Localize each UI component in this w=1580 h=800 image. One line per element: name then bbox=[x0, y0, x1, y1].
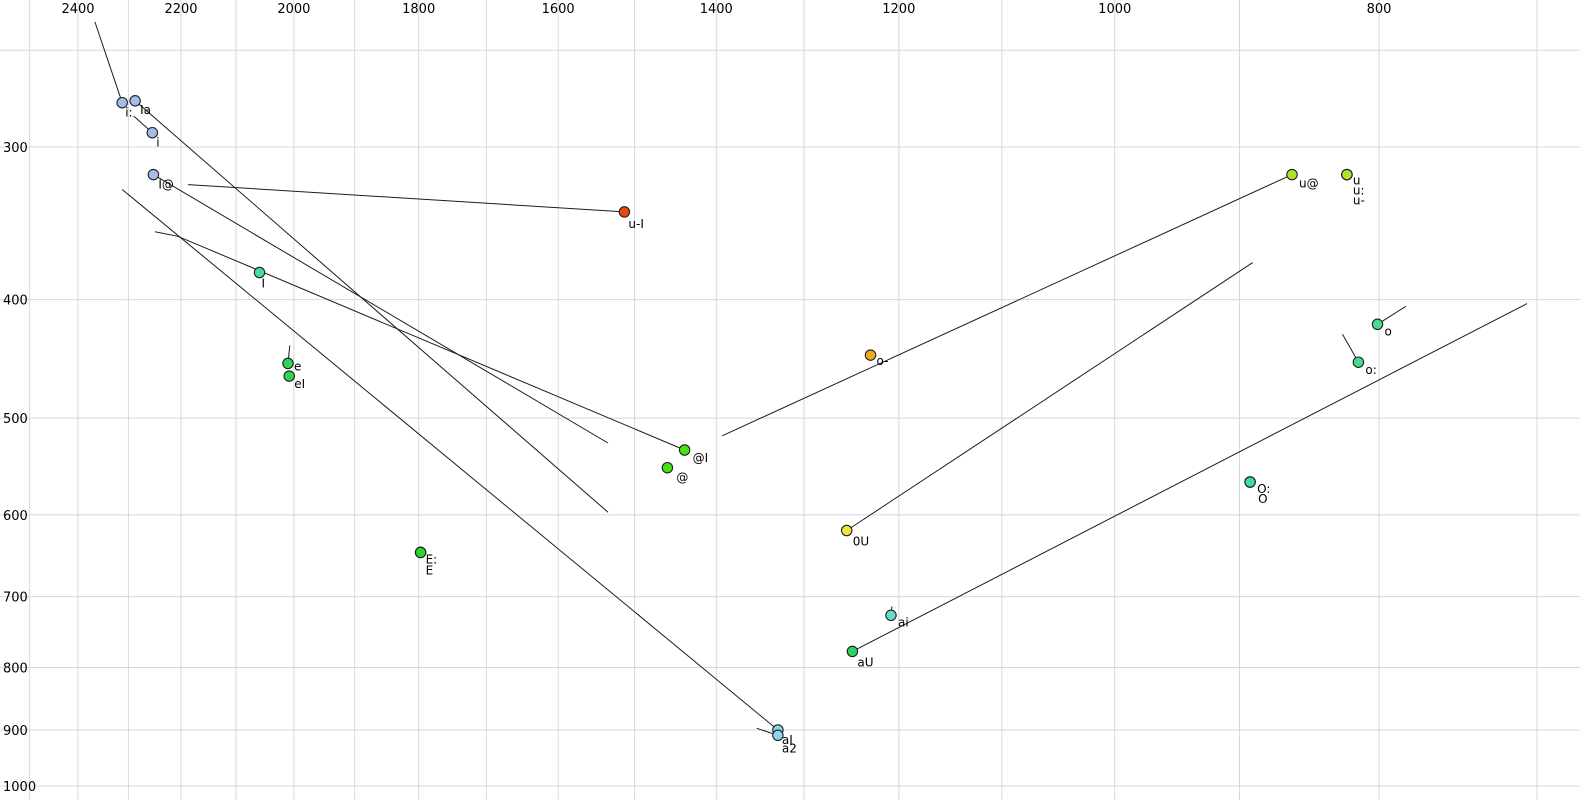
vowel-point-E[interactable] bbox=[414, 546, 427, 559]
vowel-label-u: u bbox=[1353, 174, 1361, 188]
vowel-point-atI[interactable] bbox=[678, 444, 691, 456]
x-tick-label-1400: 1400 bbox=[700, 2, 733, 17]
vowel-point-olong[interactable] bbox=[1352, 356, 1365, 368]
trajectory-ilong bbox=[94, 21, 123, 103]
vowel-label-odash: o- bbox=[877, 354, 889, 368]
vowel-label-at: @ bbox=[676, 471, 688, 485]
vowel-label-i: i bbox=[156, 136, 159, 150]
vowel-point-eI[interactable] bbox=[283, 370, 295, 382]
vowel-point-udashI[interactable] bbox=[618, 206, 631, 218]
vowel-point-uat[interactable] bbox=[1286, 168, 1298, 181]
vowel-label-udash: u- bbox=[1353, 194, 1365, 208]
vowel-label-ulong: u: bbox=[1353, 184, 1365, 198]
vowel-point-aU[interactable] bbox=[846, 645, 859, 658]
vowel-point-odash[interactable] bbox=[864, 349, 877, 361]
vowel-label-uat: u@ bbox=[1299, 177, 1319, 191]
vowel-label-udashI: u-I bbox=[628, 217, 643, 231]
trajectory-Iat bbox=[153, 174, 609, 444]
x-tick-label-1200: 1200 bbox=[882, 2, 915, 17]
trajectory-Ia bbox=[134, 100, 609, 513]
x-tick-label-800: 800 bbox=[1367, 2, 1392, 17]
trajectory-atI bbox=[154, 231, 685, 451]
y-tick-label-1000: 1000 bbox=[3, 780, 36, 795]
vowel-label-I: I bbox=[262, 277, 266, 291]
vowel-label-eI: eI bbox=[294, 377, 305, 391]
y-tick-label-300: 300 bbox=[3, 141, 28, 156]
x-tick-label-1600: 1600 bbox=[542, 2, 575, 17]
vowel-point-Ia[interactable] bbox=[129, 95, 141, 107]
x-tick-label-2000: 2000 bbox=[277, 2, 310, 17]
vowel-label-O: O bbox=[1258, 492, 1267, 506]
vowel-point-O[interactable] bbox=[1244, 476, 1256, 488]
vowel-points bbox=[116, 95, 1384, 742]
y-tick-label-400: 400 bbox=[3, 294, 28, 309]
x-tick-label-1000: 1000 bbox=[1098, 2, 1131, 17]
vowel-point-i[interactable] bbox=[146, 126, 159, 139]
vowel-point-at[interactable] bbox=[661, 461, 674, 474]
trajectory-udashI bbox=[188, 184, 625, 213]
vowel-label-aI: aI bbox=[782, 733, 793, 747]
y-tick-label-900: 900 bbox=[3, 724, 28, 739]
y-tick-label-500: 500 bbox=[3, 412, 28, 427]
trajectory-aU bbox=[852, 303, 1528, 652]
trajectory-0U bbox=[846, 262, 1253, 531]
trajectory-aI bbox=[121, 189, 779, 731]
vowel-point-ilong[interactable] bbox=[116, 96, 128, 109]
x-tick-label-2200: 2200 bbox=[164, 2, 197, 17]
vowel-label-e: e bbox=[294, 359, 301, 373]
vowel-label-0U: 0U bbox=[853, 535, 869, 549]
formant-trajectories bbox=[94, 21, 1528, 736]
vowel-label-atI: @I bbox=[693, 451, 709, 465]
vowel-point-e[interactable] bbox=[282, 357, 294, 370]
trajectory-uat bbox=[721, 174, 1293, 437]
y-tick-label-700: 700 bbox=[3, 591, 28, 606]
x-tick-label-1800: 1800 bbox=[402, 2, 435, 17]
vowel-label-Olong: O: bbox=[1257, 482, 1270, 496]
vowel-point-ai[interactable] bbox=[885, 609, 897, 622]
vowel-label-ai: ai bbox=[898, 615, 909, 629]
vowel-point-I[interactable] bbox=[253, 266, 266, 279]
vowel-point-a2[interactable] bbox=[772, 729, 784, 742]
axis-tick-labels: 2400 2200 2000 1800 1600 1400 1200 1000 800 300 40… bbox=[3, 2, 1391, 795]
vowel-label-olong: o: bbox=[1365, 363, 1376, 377]
vowel-label-ilong: i: bbox=[125, 106, 132, 120]
vowel-label-o: o bbox=[1385, 324, 1392, 338]
vowel-point-Iat[interactable] bbox=[147, 168, 160, 181]
vowel-label-E: E bbox=[426, 563, 434, 577]
vowel-point-o[interactable] bbox=[1371, 318, 1384, 331]
vowel-point-udash[interactable] bbox=[1341, 168, 1353, 181]
vowel-label-a2: a2 bbox=[782, 741, 797, 755]
vowel-label-Iat: I@ bbox=[158, 178, 174, 192]
y-tick-label-800: 800 bbox=[3, 662, 28, 677]
y-tick-label-600: 600 bbox=[3, 509, 28, 524]
vowel-label-Ia: Ia bbox=[140, 103, 151, 117]
x-tick-label-2400: 2400 bbox=[61, 2, 94, 17]
vowel-label-Elong: E: bbox=[426, 552, 438, 566]
vowel-point-0U[interactable] bbox=[840, 524, 853, 537]
vowel-label-aU: aU bbox=[857, 655, 873, 669]
